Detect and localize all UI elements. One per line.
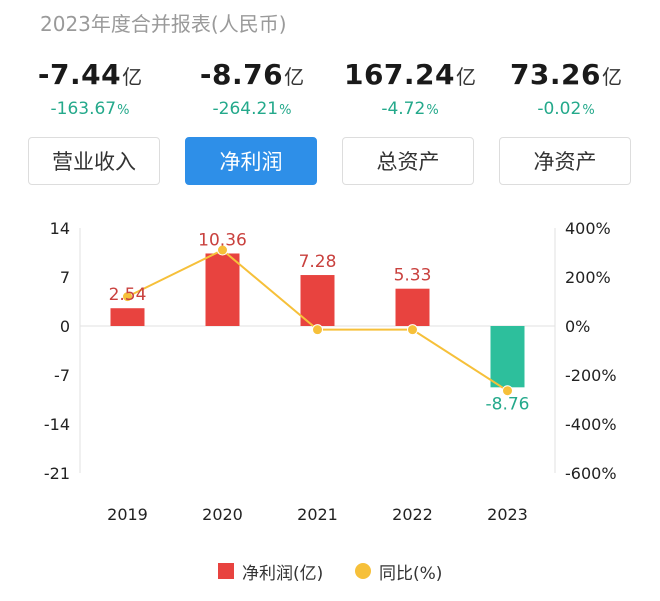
bar-2022 [395, 288, 430, 326]
metric-change-pct: % [279, 103, 292, 118]
bar-data-label: 2.54 [109, 285, 147, 305]
chart-legend: 净利润(亿) 同比(%) [0, 558, 660, 584]
metric-value: -8.76 [199, 58, 284, 91]
legend-line-label: 同比(%) [379, 563, 443, 584]
metric-value: -7.44 [37, 58, 122, 91]
tab-revenue[interactable]: 营业收入 [28, 137, 160, 185]
bar-data-label: 5.33 [394, 266, 432, 286]
net-profit-chart: 14 7 0 -7 -14 -21 400% 200% 0% -200% -400% -600% 2.5… [44, 219, 617, 524]
metric-unit: 亿 [122, 65, 143, 89]
metric-net-profit: -8.76亿 -264.21% [172, 58, 332, 119]
yoy-point-2023 [502, 385, 513, 397]
y-right-tick-label: -600% [565, 464, 617, 483]
tab-total-assets[interactable]: 总资产 [342, 137, 474, 185]
y-right-tick-label: 0% [565, 317, 590, 336]
metric-change: -4.72 [381, 99, 426, 119]
metric-change: -264.21 [212, 99, 279, 119]
bar-data-label: 10.36 [198, 230, 247, 250]
x-tick-label: 2021 [297, 505, 338, 524]
metric-total-assets: 167.24亿 -4.72% [330, 58, 490, 119]
metric-change: -163.67 [50, 99, 117, 119]
metric-net-assets: 73.26亿 -0.02% [486, 58, 646, 119]
metrics-row: -7.44亿 -163.67% -8.76亿 -264.21% 167.24亿 … [0, 58, 660, 128]
metric-value: 167.24 [343, 58, 456, 91]
y-left-tick-label: 14 [50, 219, 70, 238]
y-right-tick-label: 200% [565, 268, 611, 287]
metric-change-pct: % [426, 103, 439, 118]
legend-item-net-profit: 净利润(亿) [218, 558, 323, 584]
page-title: 2023年度合并报表(人民币) [40, 12, 287, 36]
bar-2020 [205, 253, 240, 326]
legend-bar-label: 净利润(亿) [242, 563, 324, 584]
legend-bar-swatch [218, 563, 234, 579]
metric-value: 73.26 [509, 58, 602, 91]
legend-dot-swatch [355, 563, 371, 579]
bar-2019 [110, 308, 145, 326]
x-tick-label: 2019 [107, 505, 148, 524]
x-tick-label: 2022 [392, 505, 433, 524]
tab-net-assets[interactable]: 净资产 [499, 137, 631, 185]
y-left-tick-label: -21 [44, 464, 70, 483]
metric-change: -0.02 [537, 99, 582, 119]
yoy-point-2022 [407, 324, 418, 336]
metric-change-pct: % [117, 103, 130, 118]
metric-revenue: -7.44亿 -163.67% [10, 58, 170, 119]
yoy-point-2021 [312, 324, 323, 336]
legend-item-yoy: 同比(%) [355, 558, 442, 584]
bar-data-label: -8.76 [486, 394, 530, 414]
y-left-tick-label: -14 [44, 415, 70, 434]
y-left-tick-label: -7 [54, 366, 70, 385]
metric-unit: 亿 [602, 65, 623, 89]
bar-data-label: 7.28 [299, 252, 337, 272]
tab-net-profit[interactable]: 净利润 [185, 137, 317, 185]
y-right-tick-label: 400% [565, 219, 611, 238]
x-tick-label: 2020 [202, 505, 243, 524]
yoy-point-2020 [217, 244, 228, 256]
metric-tabs: 营业收入 净利润 总资产 净资产 [0, 137, 660, 187]
y-right-tick-label: -400% [565, 415, 617, 434]
bar-2021 [300, 275, 335, 326]
y-left-tick-label: 7 [60, 268, 70, 287]
metric-unit: 亿 [284, 65, 305, 89]
bar-2023 [490, 326, 525, 388]
y-right-tick-label: -200% [565, 366, 617, 385]
y-left-tick-label: 0 [60, 317, 70, 336]
yoy-point-2019 [122, 291, 133, 303]
metric-unit: 亿 [456, 65, 477, 89]
x-tick-label: 2023 [487, 505, 528, 524]
metric-change-pct: % [582, 103, 595, 118]
